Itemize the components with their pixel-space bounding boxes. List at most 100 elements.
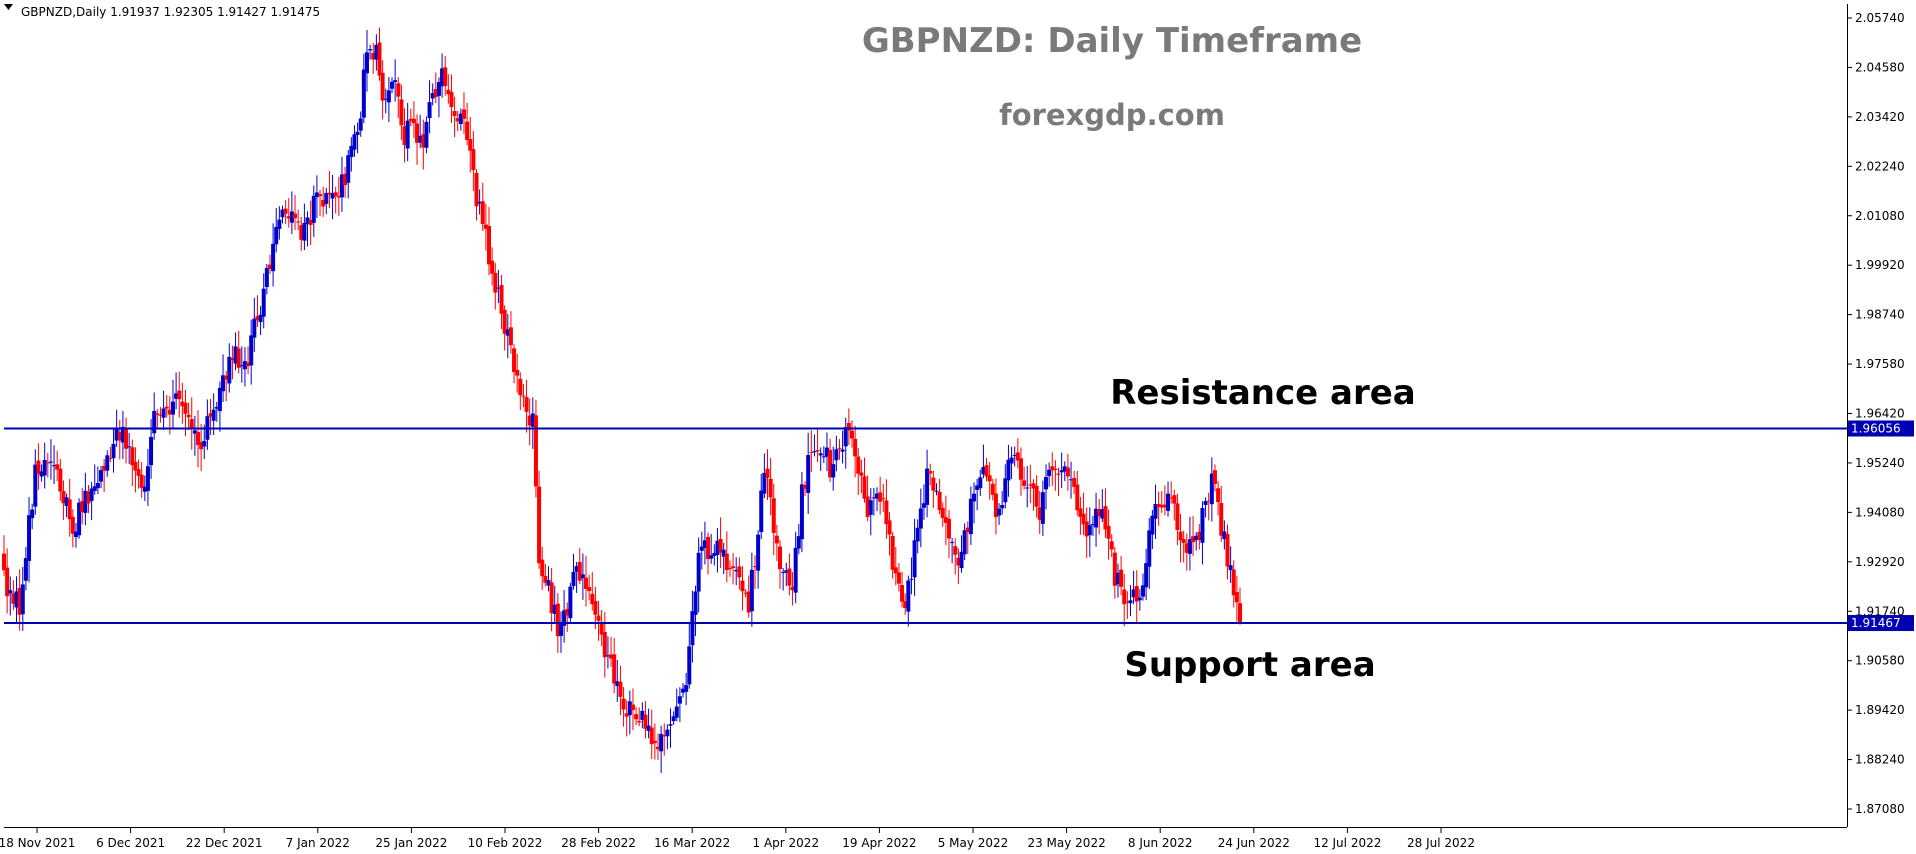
candle[interactable] [477, 189, 482, 215]
candle[interactable] [843, 417, 848, 469]
candle[interactable] [27, 497, 32, 583]
candle[interactable] [461, 92, 466, 134]
candle[interactable] [399, 84, 404, 141]
candle[interactable] [743, 589, 748, 598]
candle[interactable] [937, 478, 942, 515]
candle[interactable] [449, 74, 454, 123]
candle[interactable] [1000, 490, 1005, 515]
candle[interactable] [1015, 438, 1020, 469]
candle[interactable] [355, 122, 360, 154]
candle[interactable] [39, 464, 44, 482]
candle[interactable] [411, 101, 416, 139]
candle[interactable] [574, 561, 579, 593]
candle[interactable] [1150, 509, 1155, 550]
candle[interactable] [145, 448, 150, 506]
candle[interactable] [487, 207, 492, 276]
candle[interactable] [8, 576, 13, 616]
candle[interactable] [61, 480, 66, 520]
candle[interactable] [255, 295, 260, 327]
candle[interactable] [871, 488, 876, 516]
candle[interactable] [821, 446, 826, 464]
candle[interactable] [643, 701, 648, 739]
candle[interactable] [781, 567, 786, 591]
candle[interactable] [846, 408, 851, 446]
candle[interactable] [593, 586, 598, 630]
candle[interactable] [11, 580, 16, 611]
candle[interactable] [812, 434, 817, 457]
candle[interactable] [20, 566, 25, 631]
candle[interactable] [70, 509, 75, 548]
candle[interactable] [2, 535, 6, 576]
candle[interactable] [289, 191, 294, 234]
candle[interactable] [77, 498, 82, 539]
candle[interactable] [630, 688, 635, 731]
candle[interactable] [36, 443, 41, 490]
candle[interactable] [655, 733, 660, 760]
candle[interactable] [299, 216, 304, 251]
candle[interactable] [380, 60, 385, 120]
candle[interactable] [314, 175, 319, 219]
candle[interactable] [371, 42, 376, 74]
candle[interactable] [1025, 466, 1030, 508]
candle[interactable] [684, 672, 689, 706]
candle[interactable] [1018, 447, 1023, 496]
candle[interactable] [33, 449, 38, 515]
candle[interactable] [972, 482, 977, 524]
candle[interactable] [427, 80, 432, 134]
candle[interactable] [900, 571, 905, 608]
candle[interactable] [374, 34, 379, 71]
candle[interactable] [671, 711, 676, 725]
candle[interactable] [280, 205, 285, 224]
candle[interactable] [849, 420, 854, 448]
candle[interactable] [828, 438, 833, 482]
candle[interactable] [1203, 497, 1208, 518]
candle[interactable] [868, 488, 873, 536]
candle[interactable] [336, 176, 341, 217]
candle[interactable] [646, 708, 651, 739]
candle[interactable] [840, 430, 845, 464]
candle[interactable] [318, 189, 323, 217]
candle[interactable] [227, 343, 232, 393]
candle[interactable] [521, 384, 526, 408]
candle[interactable] [721, 542, 726, 575]
candle[interactable] [756, 530, 761, 589]
candle[interactable] [67, 478, 72, 537]
candle[interactable] [1009, 446, 1014, 479]
candle[interactable] [415, 114, 420, 165]
candle[interactable] [471, 130, 476, 191]
candle[interactable] [408, 108, 413, 127]
candle[interactable] [330, 174, 335, 220]
candle[interactable] [1128, 584, 1133, 617]
candle[interactable] [615, 660, 620, 702]
candle[interactable] [99, 465, 104, 489]
candle[interactable] [946, 510, 951, 559]
candle[interactable] [853, 425, 858, 478]
candle[interactable] [824, 432, 829, 472]
candle[interactable] [433, 72, 438, 104]
candle[interactable] [890, 531, 895, 579]
candle[interactable] [1209, 457, 1214, 522]
candle[interactable] [217, 381, 222, 432]
candle[interactable] [236, 330, 241, 374]
candle[interactable] [499, 274, 504, 330]
candle[interactable] [324, 187, 329, 215]
candle[interactable] [1040, 480, 1045, 536]
candle[interactable] [221, 354, 226, 403]
candle[interactable] [1147, 518, 1152, 589]
candle[interactable] [124, 417, 129, 464]
candle[interactable] [386, 77, 391, 123]
candle[interactable] [186, 402, 191, 431]
candle[interactable] [73, 522, 78, 548]
candle[interactable] [718, 517, 723, 568]
candle[interactable] [446, 74, 451, 104]
candle[interactable] [1134, 570, 1139, 624]
candle[interactable] [230, 345, 235, 380]
candle[interactable] [52, 445, 57, 485]
candle[interactable] [665, 724, 670, 750]
candle[interactable] [609, 636, 614, 667]
candle[interactable] [105, 450, 110, 477]
candle[interactable] [352, 125, 357, 157]
candle[interactable] [333, 186, 338, 214]
candle[interactable] [1144, 548, 1149, 601]
